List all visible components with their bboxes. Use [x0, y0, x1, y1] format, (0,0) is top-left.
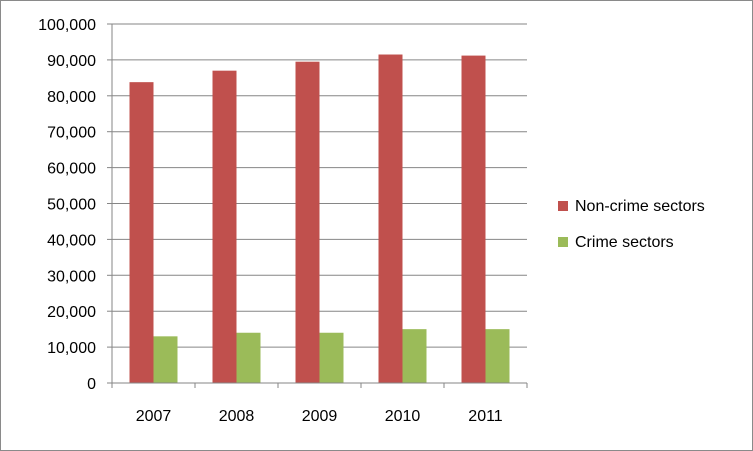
bar-non-crime-sectors-2008 — [212, 70, 237, 384]
x-axis-tick-labels: 2007 2008 2009 2010 2011 — [136, 408, 503, 425]
y-tick-label: 20,000 — [47, 304, 96, 321]
bars — [129, 54, 510, 384]
axes — [107, 23, 528, 388]
x-tick-label: 2010 — [385, 408, 421, 425]
bar-non-crime-sectors-2011 — [461, 55, 486, 383]
bar-crime-sectors-2010 — [402, 329, 427, 383]
x-tick-label: 2008 — [219, 408, 255, 425]
y-tick-label: 90,000 — [47, 53, 96, 70]
bar-non-crime-sectors-2010 — [378, 54, 403, 383]
y-tick-label: 80,000 — [47, 89, 96, 106]
y-tick-label: 0 — [87, 376, 96, 393]
gridlines — [112, 23, 527, 348]
y-tick-label: 100,000 — [38, 17, 96, 34]
y-tick-label: 30,000 — [47, 268, 96, 285]
bar-crime-sectors-2011 — [485, 329, 510, 383]
legend-label: Crime sectors — [575, 234, 674, 251]
bar-crime-sectors-2007 — [153, 336, 178, 383]
y-tick-label: 10,000 — [47, 340, 96, 357]
legend-swatch — [558, 237, 568, 247]
legend: Non-crime sectors Crime sectors — [558, 198, 705, 251]
bar-crime-sectors-2009 — [319, 332, 344, 383]
y-tick-label: 50,000 — [47, 197, 96, 214]
x-tick-label: 2007 — [136, 408, 172, 425]
y-tick-label: 70,000 — [47, 125, 96, 142]
bar-non-crime-sectors-2007 — [129, 82, 154, 384]
bar-non-crime-sectors-2009 — [295, 61, 320, 383]
y-tick-label: 40,000 — [47, 232, 96, 249]
x-tick-label: 2009 — [302, 408, 338, 425]
legend-label: Non-crime sectors — [575, 198, 705, 215]
x-tick-label: 2011 — [468, 408, 503, 425]
bar-crime-sectors-2008 — [236, 332, 261, 383]
y-axis-tick-labels: 0 10,000 20,000 30,000 40,000 50,000 60,000 70,… — [38, 17, 96, 393]
legend-swatch — [558, 201, 568, 211]
y-tick-label: 60,000 — [47, 161, 96, 178]
